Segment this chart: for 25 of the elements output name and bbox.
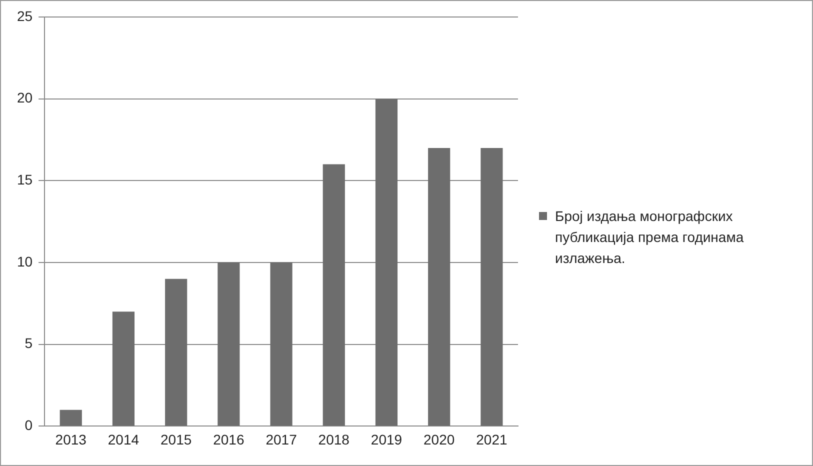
x-tick-label: 2015	[160, 431, 192, 448]
x-tick-label: 2019	[370, 431, 402, 448]
bar	[480, 148, 503, 426]
y-tick-label: 5	[24, 335, 33, 352]
bar	[270, 262, 292, 426]
bar	[165, 278, 188, 426]
bar	[322, 164, 345, 426]
bar	[428, 148, 450, 426]
y-tick-label: 15	[16, 172, 33, 188]
bar	[112, 312, 135, 426]
x-tick-label: 2016	[213, 431, 244, 448]
x-tick-label: 2014	[108, 431, 140, 448]
y-tick-label: 20	[16, 90, 33, 106]
y-tick-label: 25	[16, 8, 33, 24]
y-tick-label: 0	[24, 417, 33, 434]
bar	[375, 98, 398, 426]
y-tick-label: 10	[16, 253, 33, 270]
x-tick-label: 2021	[476, 431, 508, 448]
x-tick-label: 2018	[318, 431, 350, 448]
x-tick-label: 2020	[424, 431, 455, 448]
bar	[60, 410, 82, 426]
x-tick-label: 2013	[55, 431, 87, 448]
legend-label: Број издања монографских публикација према годинама излажења.	[555, 207, 745, 268]
bar	[218, 262, 240, 426]
x-tick-label: 2017	[266, 431, 298, 448]
